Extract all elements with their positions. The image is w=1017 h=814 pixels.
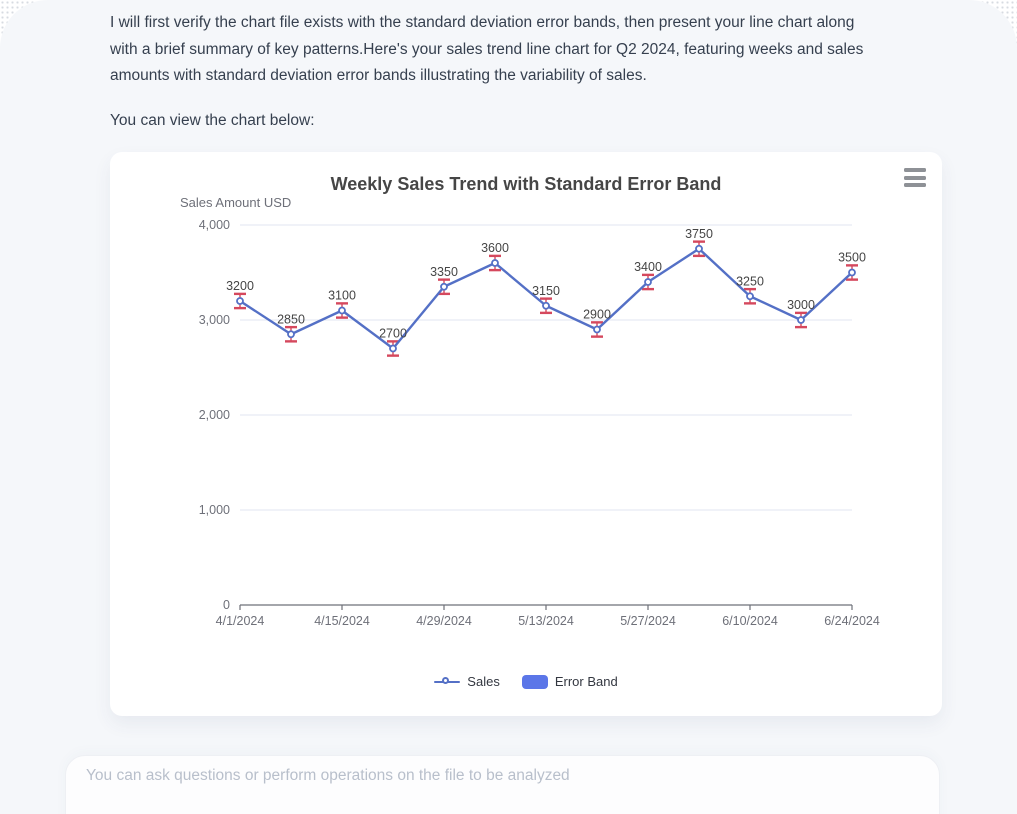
data-point	[542, 301, 550, 310]
data-label: 3150	[532, 284, 560, 298]
legend-label: Error Band	[554, 674, 618, 689]
chart-card: Weekly Sales Trend with Standard Error B…	[110, 152, 942, 716]
hamburger-menu-icon	[904, 168, 926, 172]
data-label: 2900	[583, 308, 611, 322]
data-label: 3200	[226, 279, 254, 293]
y-tick-label: 1,000	[199, 503, 230, 517]
data-point	[491, 259, 499, 267]
x-tick-label: 6/10/2024	[722, 614, 778, 628]
legend-item-sales[interactable]: Sales	[434, 674, 500, 689]
legend-item-error-band[interactable]: Error Band	[521, 674, 618, 689]
hamburger-menu-icon	[904, 183, 926, 187]
message-line: amounts with standard deviation error ba…	[110, 67, 647, 84]
x-tick-label: 4/1/2024	[216, 614, 265, 628]
data-point	[236, 297, 244, 305]
chat-composer	[65, 755, 940, 814]
data-label: 3100	[328, 289, 356, 303]
y-tick-label: 0	[223, 598, 230, 612]
data-label: 3750	[685, 227, 713, 241]
hamburger-menu-icon	[904, 175, 926, 180]
data-point	[440, 282, 448, 291]
message-line: with a brief summary of key patterns.Her…	[110, 40, 864, 58]
view-chart-prompt: You can view the chart below:	[110, 112, 315, 129]
legend-line-marker	[442, 676, 450, 684]
chart-menu-button[interactable]	[903, 167, 927, 188]
data-label: 3500	[838, 251, 866, 265]
data-label: 3400	[634, 260, 662, 274]
x-tick-label: 5/13/2024	[518, 614, 574, 628]
data-label: 3350	[430, 265, 458, 279]
y-tick-label: 2,000	[199, 408, 230, 422]
chat-input[interactable]	[86, 762, 906, 790]
data-label: 2700	[379, 327, 407, 341]
x-tick-label: 4/15/2024	[314, 614, 370, 628]
data-label: 2850	[277, 312, 305, 326]
data-point	[338, 306, 346, 315]
line-series-icon	[434, 676, 461, 688]
data-point	[287, 330, 295, 339]
data-point	[644, 278, 652, 286]
data-label: 3250	[736, 274, 764, 288]
assistant-message: I will first verify the chart file exist…	[110, 10, 932, 90]
data-label: 3000	[787, 298, 815, 312]
data-point	[746, 292, 754, 301]
x-tick-label: 6/24/2024	[824, 614, 880, 628]
y-axis-title: Sales Amount USD	[180, 195, 292, 210]
data-point	[695, 244, 703, 253]
y-tick-label: 4,000	[199, 218, 230, 232]
data-point	[389, 344, 397, 353]
legend-label: Sales	[467, 674, 500, 689]
data-point	[593, 325, 601, 334]
x-tick-label: 4/29/2024	[416, 614, 472, 628]
chart-title: Weekly Sales Trend with Standard Error B…	[330, 174, 722, 194]
data-label: 3600	[481, 241, 509, 255]
data-point	[797, 316, 805, 324]
band-series-icon	[521, 674, 548, 689]
message-line: I will first verify the chart file exist…	[110, 14, 855, 31]
y-tick-label: 3,000	[199, 313, 230, 327]
data-point	[848, 268, 856, 277]
sales-line-chart[interactable]: 0 1,000 2,000 3,000 4,000 4/1/2024 4/15/2024 4/…	[110, 152, 942, 716]
x-tick-label: 5/27/2024	[620, 614, 676, 628]
chart-legend: Sales Error Band	[110, 674, 942, 689]
